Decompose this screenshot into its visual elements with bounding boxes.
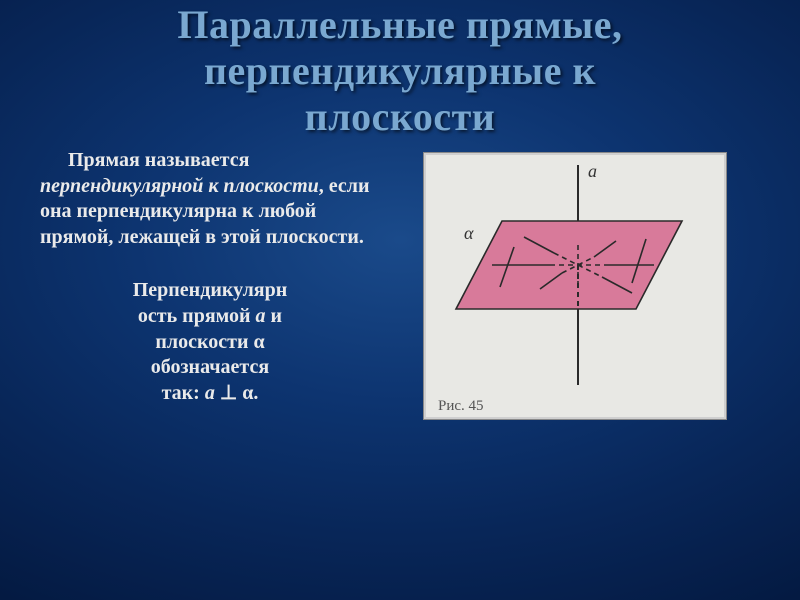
p2-l1: Перпендикулярн [133,279,288,301]
p2-l5a: так: [162,382,205,404]
title-line-3: плоскости [305,94,496,139]
p2-l2a: ость прямой [138,305,256,327]
slide: Параллельные прямые, перпендикулярные к … [0,0,800,600]
para1-lead: Прямая называется [68,149,249,171]
p2-l3: плоскости α [155,331,264,353]
figure-caption: Рис. 45 [438,398,720,415]
notation-paragraph: Перпендикулярн ость прямой a и плоскости… [40,278,380,406]
content-row: Прямая называется перпендикулярной к пло… [0,140,800,420]
slide-title: Параллельные прямые, перпендикулярные к … [0,0,800,140]
p2-l4: обозначается [151,356,269,378]
svg-text:a: a [588,161,597,181]
p2-l2b: и [266,305,283,327]
svg-text:α: α [464,223,474,243]
p2-formula-rest: ⊥ α. [215,382,259,404]
text-column: Прямая называется перпендикулярной к пло… [40,148,380,420]
figure-column: aα Рис. 45 [420,148,730,420]
title-line-2: перпендикулярные к [204,48,596,93]
para1-italic: перпендикулярной к плоскости [40,175,319,197]
p2-formula-a: a [205,382,215,404]
figure-box: aα Рис. 45 [423,152,727,420]
title-line-1: Параллельные прямые, [177,2,622,47]
geometry-figure: aα [430,159,708,391]
p2-var-a: a [256,305,266,327]
definition-paragraph: Прямая называется перпендикулярной к пло… [40,148,380,250]
